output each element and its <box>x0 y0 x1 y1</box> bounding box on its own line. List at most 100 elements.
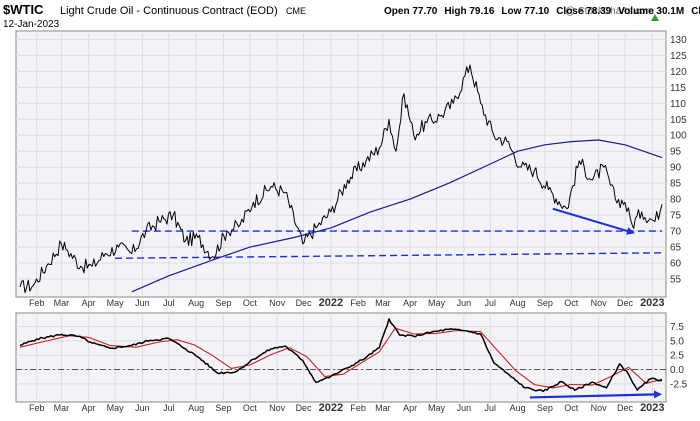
x-tick-label: Dec <box>617 403 634 413</box>
y-tick-label: 100 <box>670 131 687 142</box>
x-tick-label: May <box>107 298 125 308</box>
y-tick-label: 75 <box>670 211 682 222</box>
x-tick-label: Aug <box>188 403 204 413</box>
x-tick-label: Dec <box>296 403 313 413</box>
instrument-name: Light Crude Oil - Continuous Contract (E… <box>60 5 278 17</box>
chart-header: $WTIC Light Crude Oil - Continuous Contr… <box>3 2 700 30</box>
x-tick-label: Nov <box>591 403 608 413</box>
quote-chg: Chg +0.98 (+1.27%) <box>691 6 700 17</box>
exchange: CME <box>286 6 306 16</box>
quote-high: High 79.16 <box>444 6 494 17</box>
price-series <box>19 64 663 294</box>
x-tick-label: Oct <box>564 403 579 413</box>
oscillator-annotations <box>16 369 666 399</box>
chart-date: 12-Jan-2023 <box>3 19 60 30</box>
price-grid <box>16 33 666 295</box>
y-tick-label: 120 <box>670 67 687 78</box>
quote-close: Close 78.39 <box>556 6 611 17</box>
x-tick-label: Oct <box>243 298 258 308</box>
x-tick-label: May <box>107 403 125 413</box>
price-axis: 55 60 65 70 75 80 85 90 95 100 105 110 115 120 125 130 <box>670 35 687 286</box>
x-tick-label: Feb <box>29 403 45 413</box>
quote-row: Open 77.70 High 79.16 Low 77.10 Close 78.39… <box>384 6 700 17</box>
oscillator-line <box>19 318 662 393</box>
watermark: @ StockCharts.com <box>565 6 654 17</box>
x-tick-label: Oct <box>564 298 579 308</box>
x-tick-label: Dec <box>617 298 634 308</box>
y-tick-label: 5.0 <box>670 336 684 347</box>
x-tick-label: May <box>428 403 446 413</box>
x-tick-label: Aug <box>188 298 204 308</box>
y-tick-label: 65 <box>670 243 682 254</box>
x-tick-label: Sep <box>215 403 231 413</box>
price-line <box>19 64 663 294</box>
y-tick-label: 115 <box>670 83 686 94</box>
x-tick-label: Jul <box>163 298 175 308</box>
oscillator-x-axis: Feb Mar Apr May Jun Jul Aug Sep Oct Nov Dec 2022 Feb… <box>29 402 665 414</box>
symbol: $WTIC <box>3 2 44 17</box>
oscillator-trend-arrow <box>529 390 662 399</box>
price-panel-frame <box>15 30 667 298</box>
y-tick-label: 130 <box>670 35 687 46</box>
divergence-arrow <box>552 207 635 235</box>
x-tick-label: Mar <box>375 298 391 308</box>
oscillator-series <box>19 318 663 393</box>
x-tick-label: Nov <box>269 403 286 413</box>
x-tick-label: Jul <box>485 403 497 413</box>
x-tick-label: Aug <box>510 298 526 308</box>
x-tick-label: 2023 <box>640 402 664 414</box>
x-tick-label: Mar <box>54 298 70 308</box>
y-tick-label: 55 <box>670 275 682 286</box>
x-tick-label: May <box>428 298 446 308</box>
quote-low: Low 77.10 <box>501 6 549 17</box>
y-tick-label: 7.5 <box>670 322 684 333</box>
y-tick-label: 70 <box>670 227 682 238</box>
moving-average-line <box>131 139 663 293</box>
x-tick-label: Jun <box>457 403 472 413</box>
x-tick-label: Aug <box>510 403 526 413</box>
x-tick-label: Jun <box>135 298 150 308</box>
x-tick-label: Mar <box>54 403 70 413</box>
y-tick-label: 0.0 <box>670 365 684 376</box>
x-tick-label: Mar <box>375 403 391 413</box>
x-tick-label: Jun <box>135 403 150 413</box>
x-tick-label: Sep <box>537 403 553 413</box>
x-tick-label: 2022 <box>319 402 343 414</box>
x-tick-label: Apr <box>82 298 96 308</box>
up-change-icon <box>651 14 659 21</box>
x-tick-label: Nov <box>269 298 286 308</box>
y-tick-label: 60 <box>670 259 682 270</box>
x-tick-label: Jul <box>163 403 175 413</box>
quote-open: Open 77.70 <box>384 6 438 17</box>
y-tick-label: 90 <box>670 163 682 174</box>
x-tick-label: Jul <box>485 298 497 308</box>
x-tick-label: Feb <box>350 403 366 413</box>
y-tick-label: 85 <box>670 179 682 190</box>
price-annotations <box>115 207 663 259</box>
y-tick-label: 95 <box>670 147 682 158</box>
x-tick-label: Sep <box>537 298 553 308</box>
x-tick-label: Dec <box>296 298 313 308</box>
x-tick-label: 2023 <box>640 297 664 309</box>
y-tick-label: 2.5 <box>670 351 684 362</box>
x-tick-label: Apr <box>403 403 417 413</box>
x-tick-label: Apr <box>403 298 417 308</box>
quote-volume: Volume 30.1M <box>618 6 684 17</box>
y-tick-label: 125 <box>670 51 687 62</box>
signal-line <box>19 327 663 389</box>
x-tick-label: Feb <box>29 298 45 308</box>
oscillator-panel: -2.5 0.0 2.5 5.0 7.5 Feb Mar Apr May Jun Jul Aug Se… <box>15 312 688 414</box>
x-tick-label: Oct <box>243 403 258 413</box>
x-tick-label: Jun <box>457 298 472 308</box>
x-tick-label: Nov <box>591 298 608 308</box>
price-panel: 556065707580859095100105110115120125130 … <box>15 30 687 309</box>
y-tick-label: 80 <box>670 195 682 206</box>
trend-line <box>115 252 663 259</box>
x-tick-label: Sep <box>215 298 231 308</box>
y-tick-label: 110 <box>670 99 686 110</box>
x-tick-label: Apr <box>82 403 96 413</box>
x-tick-label: 2022 <box>319 297 343 309</box>
y-tick-label: 105 <box>670 115 687 126</box>
